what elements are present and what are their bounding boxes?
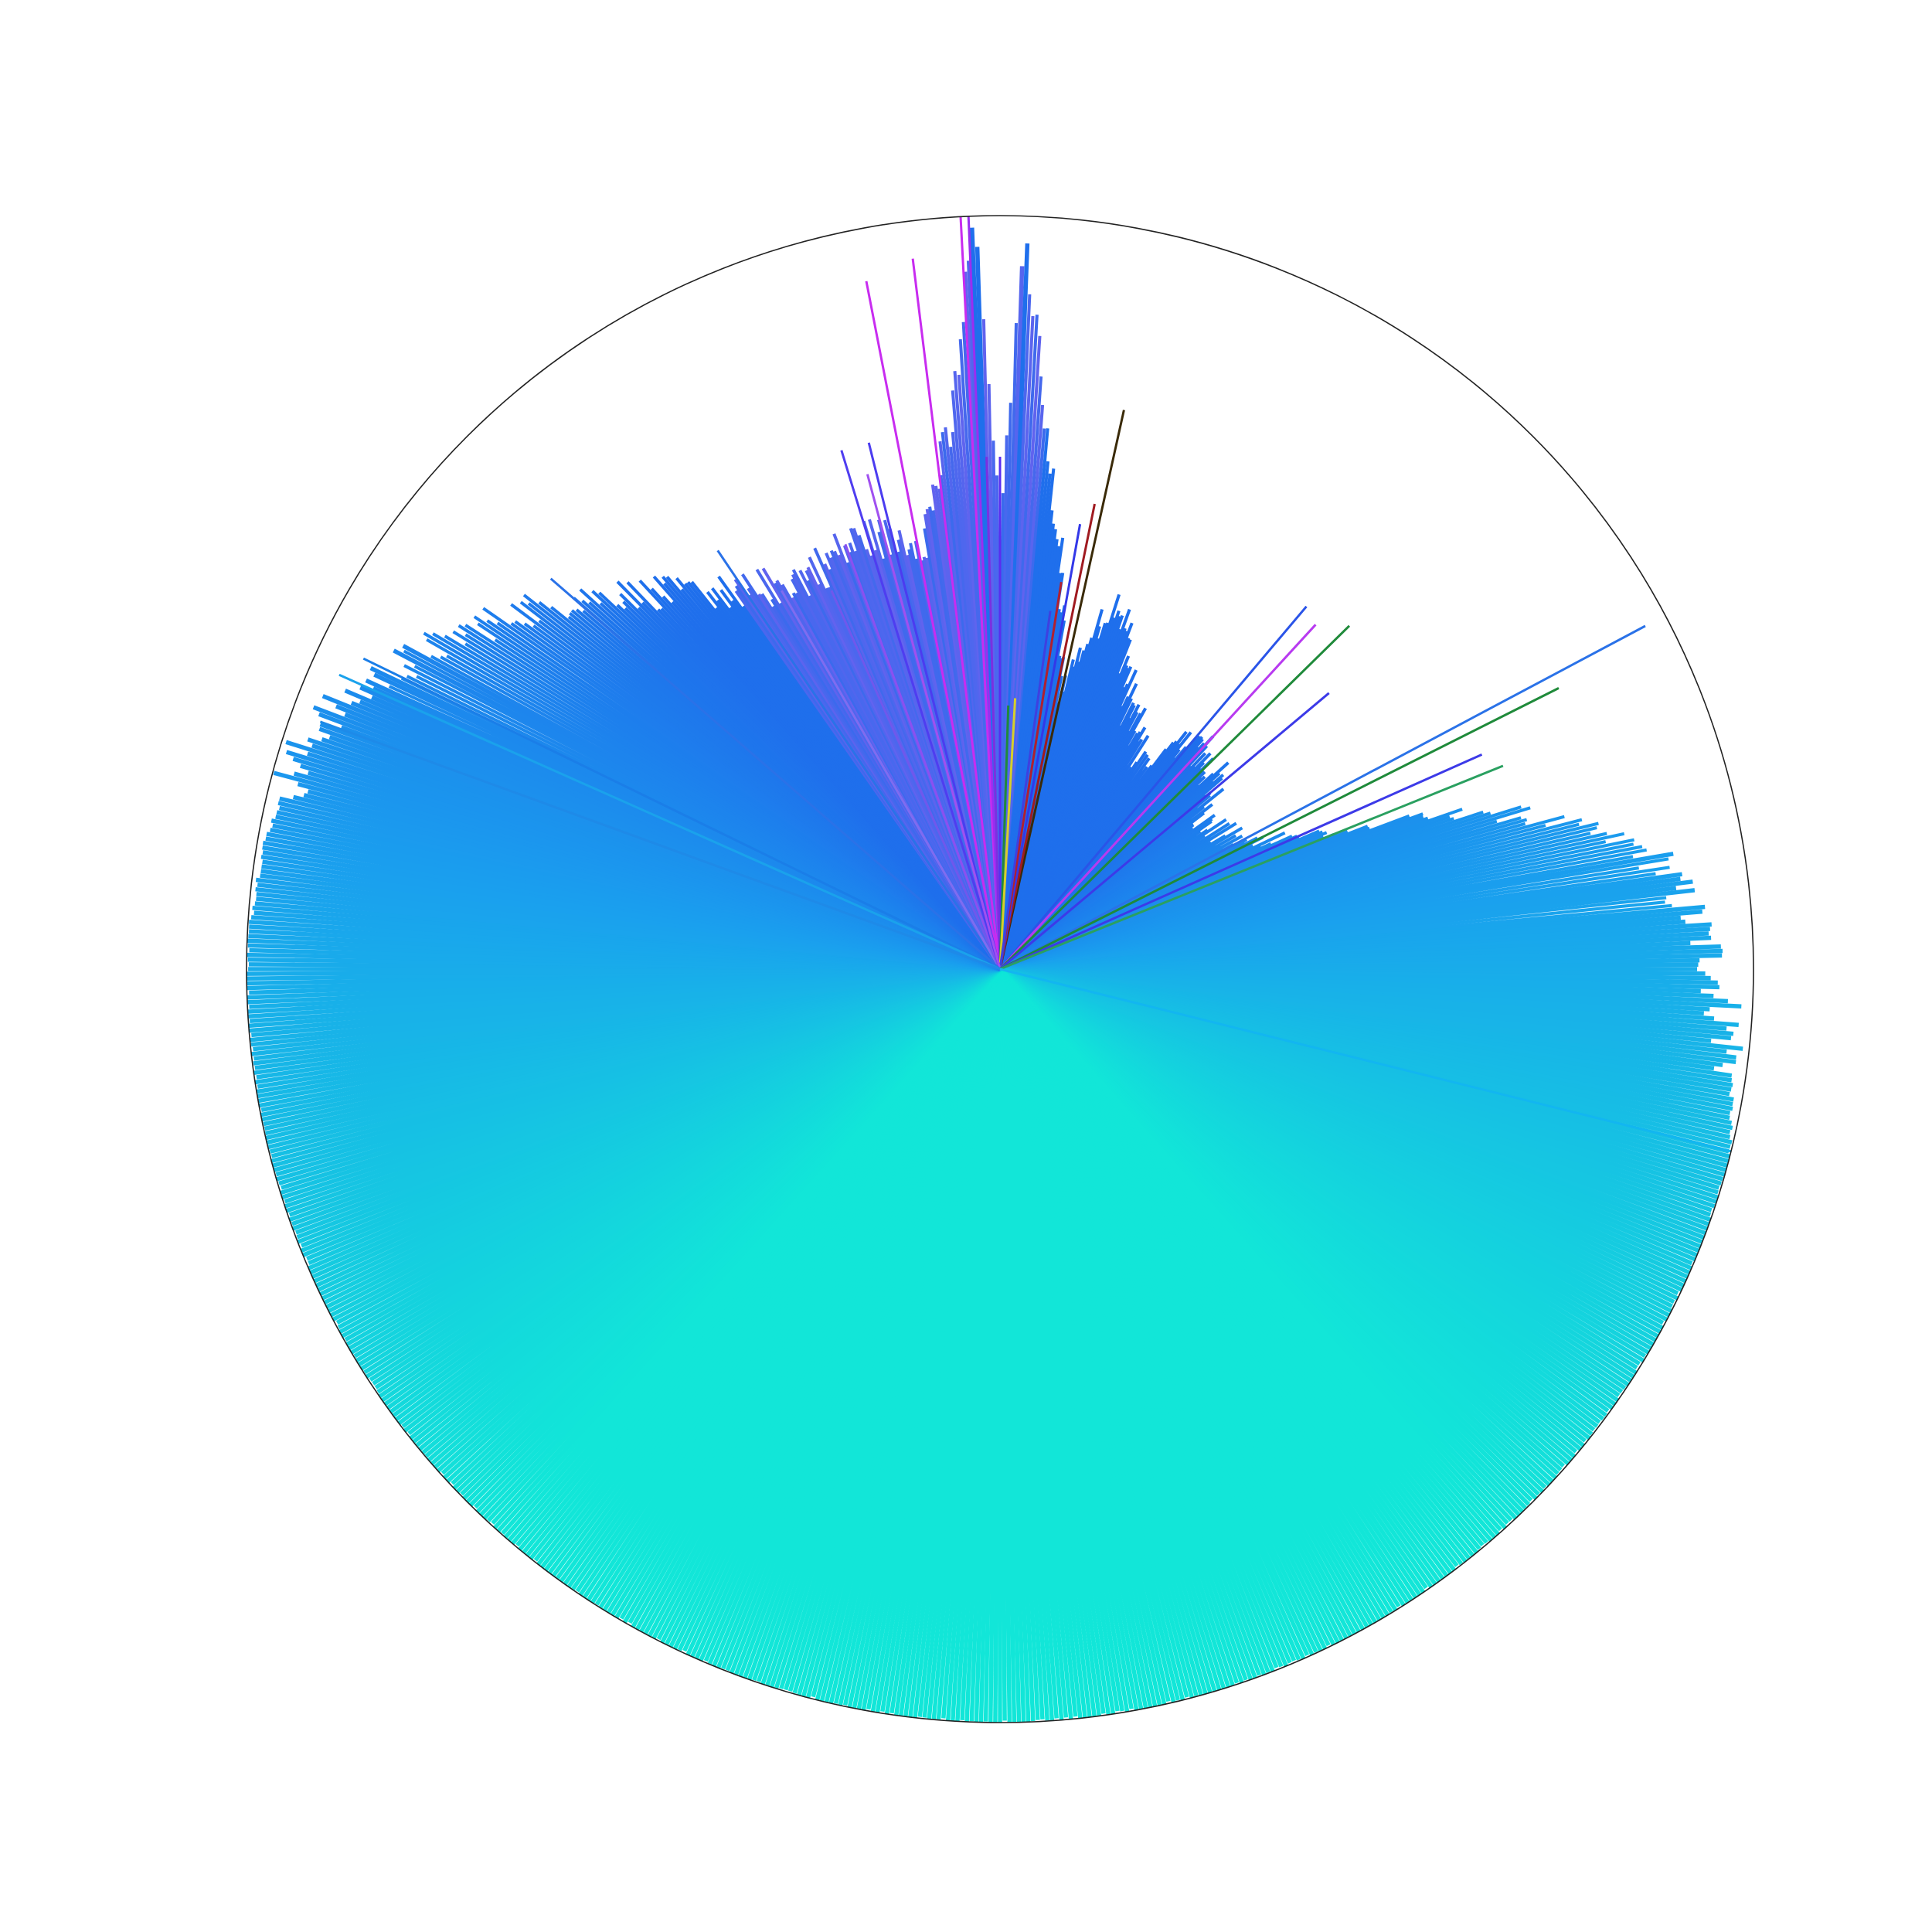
bars-layer [246,227,1743,1723]
polar-spike-bar [998,624,1317,971]
polar-spike-bar [999,764,1504,971]
polar-spike-bar [844,543,1002,970]
polar-spike-bar [998,624,1351,971]
polar-spike-bar [959,216,1002,970]
polar-spike-bar [319,720,1001,971]
polar-spike-bar [998,503,1096,970]
polar-spike-bar [985,457,1002,970]
polar-spike-bar [998,698,1017,970]
polar-spike-bar [866,474,1002,970]
polar-spike-bar [716,549,1002,970]
polar-spike-bar [338,673,1001,971]
polar-spike-bar [999,753,1483,971]
polar-spike-bar [999,687,1560,971]
polar-axis-frame [246,215,1754,1723]
polar-spike-bar [781,590,1002,970]
polar-spike-bar [998,523,1082,970]
polar-spike-bar [998,410,1125,970]
polar-spike-bar [830,590,1002,970]
polar-spike-bar [549,577,1001,971]
spikes-layer [319,216,1732,1153]
polar-spike-bar [840,450,1002,970]
polar-spike-bar [999,624,1646,971]
polar-spike-bar [911,258,1002,970]
polar-spike-bar [362,657,1001,971]
polar-spike-bar [967,216,1002,970]
polar-spike-bar [865,281,1002,970]
polar-spike-bar [867,442,1002,970]
polar-spike-bar [998,605,1308,970]
polar-spike-bar [999,968,1732,1153]
polar-spike-bar [998,611,1052,970]
polar-spike-bar [999,692,1330,971]
